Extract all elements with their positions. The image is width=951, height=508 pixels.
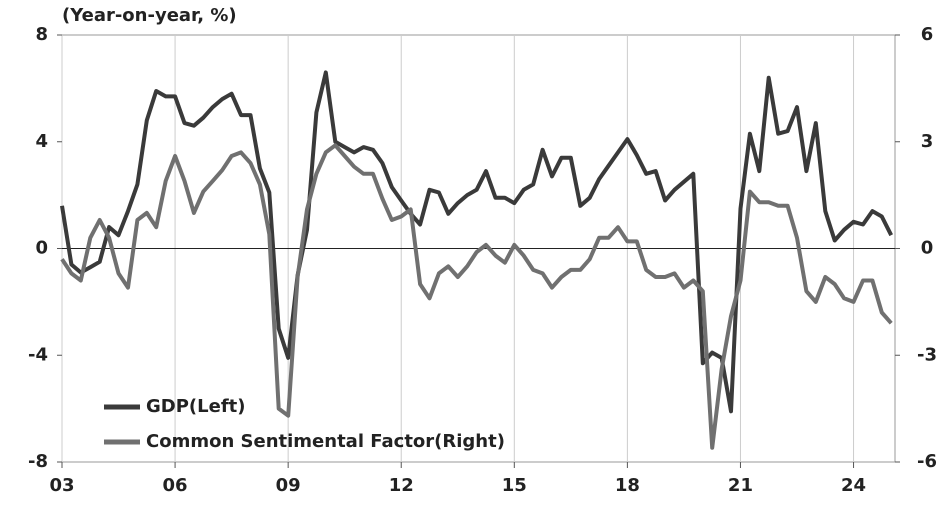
y-axis-label: (Year-on-year, %) [62, 5, 237, 26]
y-tick-label: 0 [35, 238, 48, 259]
x-tick-label: 15 [502, 475, 527, 496]
series-line [60, 70, 893, 414]
y2-tick-label: 3 [921, 131, 934, 152]
y-tick-label: 8 [35, 24, 48, 45]
legend-label: GDP(Left) [146, 396, 245, 417]
x-tick-label: 12 [389, 475, 414, 496]
y-tick-label: -4 [28, 344, 48, 365]
series-line [60, 143, 893, 450]
x-tick-label: 03 [49, 475, 74, 496]
x-tick-label: 21 [728, 475, 753, 496]
x-tick-label: 18 [615, 475, 640, 496]
y2-tick-label: -6 [917, 451, 937, 472]
y2-tick-label: 6 [921, 24, 934, 45]
legend-label: Common Sentimental Factor(Right) [146, 431, 505, 452]
y2-tick-label: 0 [921, 238, 934, 259]
y-tick-label: -8 [28, 451, 48, 472]
x-tick-label: 09 [276, 475, 301, 496]
y-tick-label: 4 [35, 131, 48, 152]
x-tick-label: 24 [841, 475, 866, 496]
y2-tick-label: -3 [917, 344, 937, 365]
x-tick-label: 06 [163, 475, 188, 496]
